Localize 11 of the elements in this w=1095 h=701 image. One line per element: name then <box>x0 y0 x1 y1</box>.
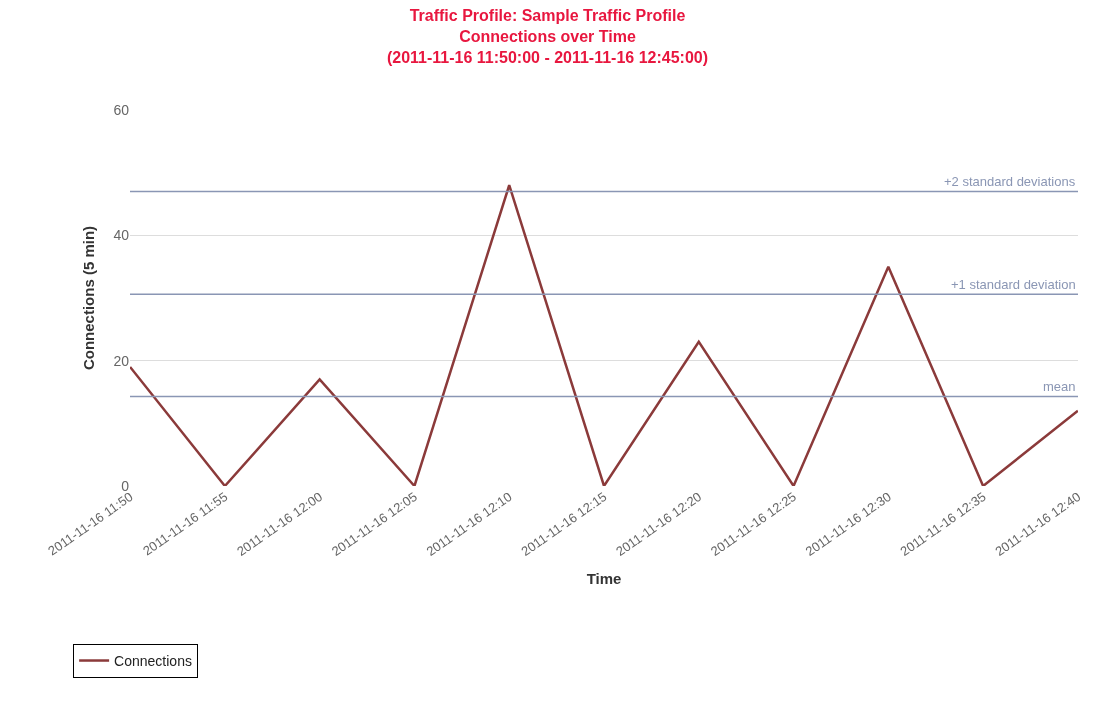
y-axis-title: Connections (5 min) <box>79 225 97 371</box>
y-tick-label: 20 <box>113 352 130 369</box>
ref-line-label: +2 standard deviations <box>944 174 1076 189</box>
ref-line-label: +1 standard deviation <box>951 277 1076 292</box>
chart-title: Traffic Profile: Sample Traffic Profile Connections over Time (2011-11-16 11:50:00 - 2011-11-16 12:45:00) <box>386 7 709 66</box>
ref-line-label: mean <box>1043 379 1076 394</box>
y-tick-label: 40 <box>113 227 130 244</box>
x-axis-title: Time <box>586 570 622 588</box>
y-tick-label: 0 <box>121 477 130 494</box>
legend-label: Connections <box>114 652 192 669</box>
y-tick-label: 60 <box>113 101 130 118</box>
